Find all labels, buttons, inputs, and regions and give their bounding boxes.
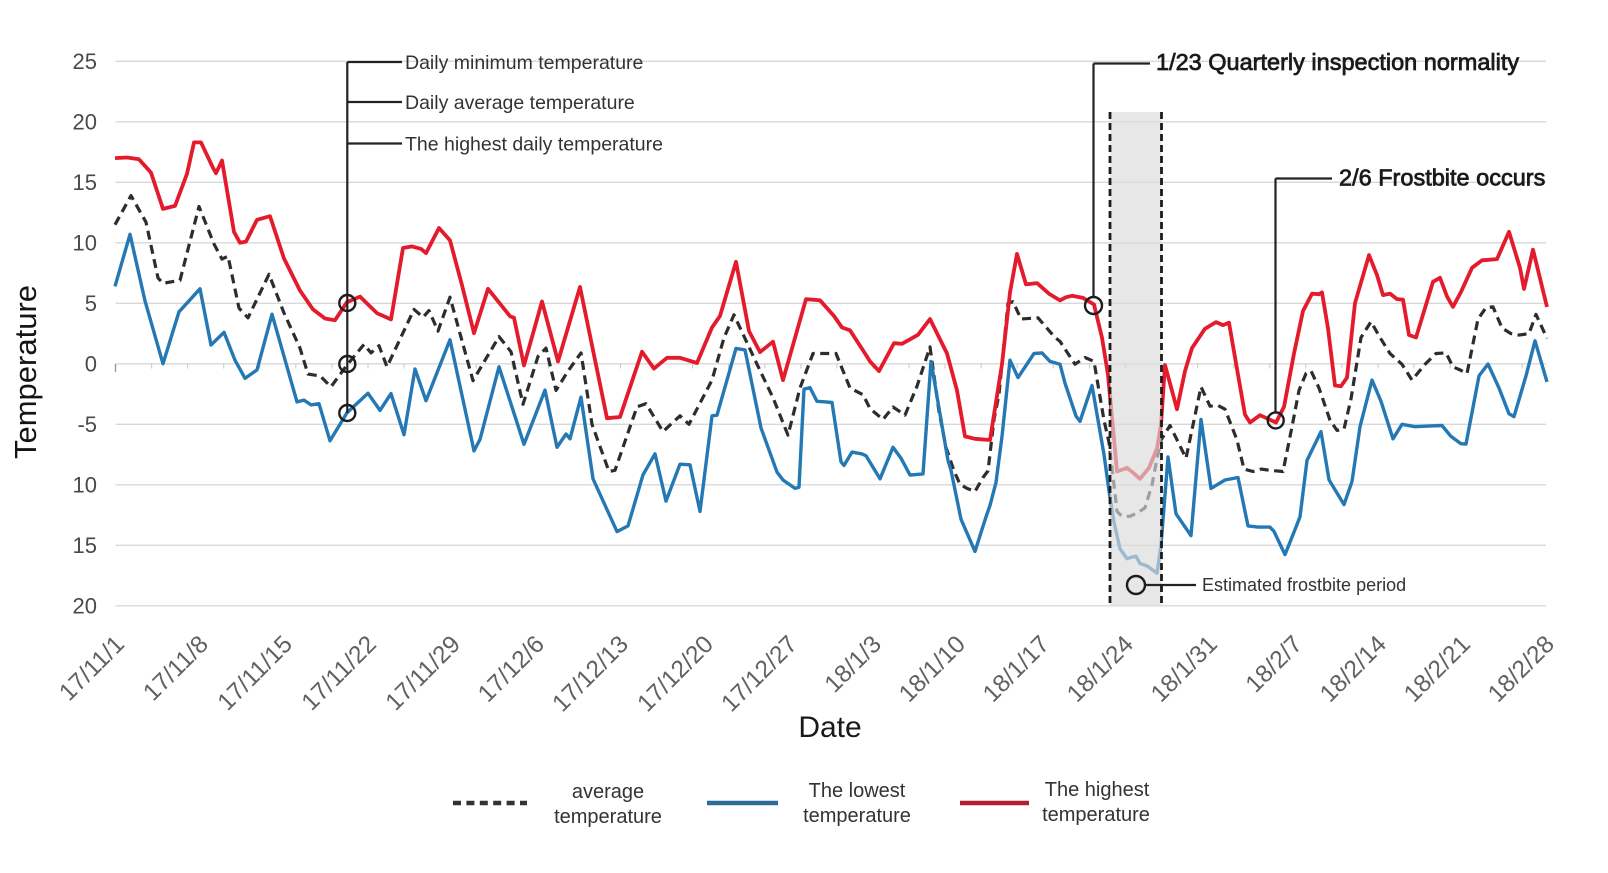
svg-text:Date: Date <box>798 711 861 744</box>
svg-text:The highest: The highest <box>1045 779 1150 801</box>
svg-text:15: 15 <box>73 533 97 558</box>
svg-text:2/6 Frostbite occurs: 2/6 Frostbite occurs <box>1339 165 1545 191</box>
svg-text:The highest daily temperature: The highest daily temperature <box>405 134 663 156</box>
svg-text:Temperature: Temperature <box>8 285 43 459</box>
svg-text:10: 10 <box>73 230 97 255</box>
svg-text:20: 20 <box>73 109 97 134</box>
svg-text:The lowest: The lowest <box>809 780 906 802</box>
svg-text:0: 0 <box>85 351 97 376</box>
svg-text:Daily average temperature: Daily average temperature <box>405 92 635 114</box>
svg-text:average: average <box>572 781 644 803</box>
svg-text:15: 15 <box>73 170 97 195</box>
svg-text:-5: -5 <box>77 412 97 437</box>
svg-text:temperature: temperature <box>803 805 911 827</box>
svg-text:20: 20 <box>73 593 97 618</box>
svg-text:Estimated frostbite period: Estimated frostbite period <box>1202 575 1406 595</box>
svg-text:1/23 Quarterly inspection norm: 1/23 Quarterly inspection normality <box>1156 49 1519 75</box>
svg-text:Daily minimum temperature: Daily minimum temperature <box>405 52 643 74</box>
svg-text:25: 25 <box>73 49 97 74</box>
svg-text:5: 5 <box>85 291 97 316</box>
svg-text:temperature: temperature <box>1042 804 1150 826</box>
svg-text:temperature: temperature <box>554 806 662 828</box>
svg-text:10: 10 <box>73 472 97 497</box>
